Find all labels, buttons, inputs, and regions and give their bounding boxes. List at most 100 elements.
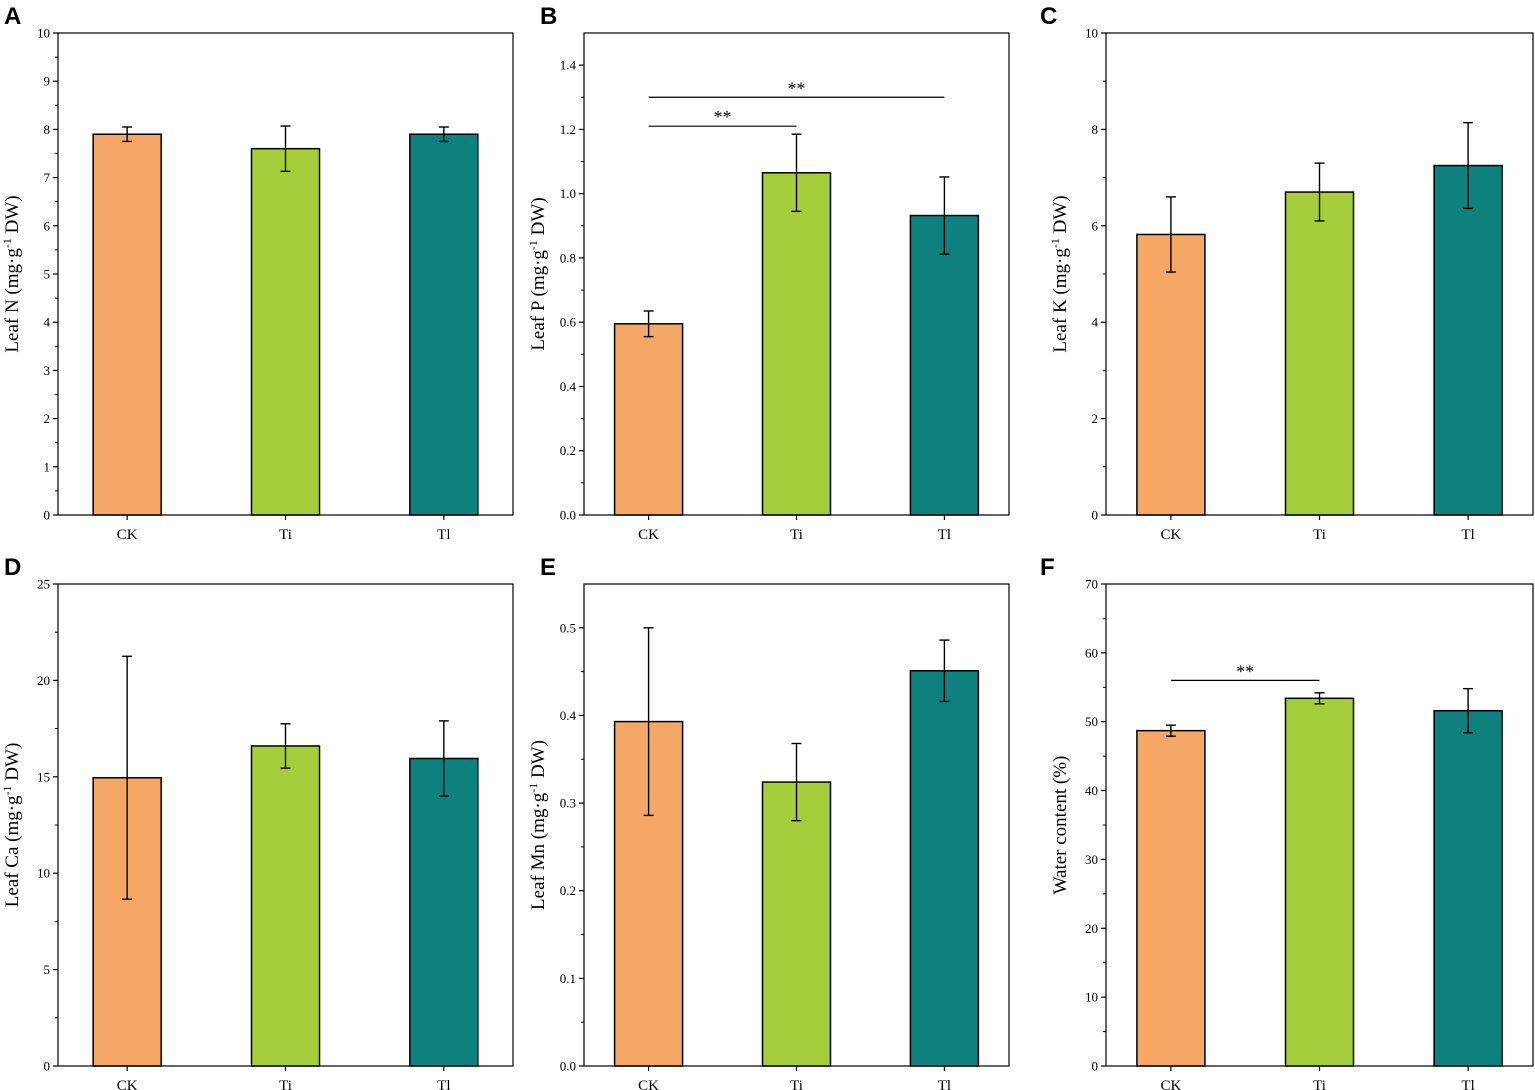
y-tick-label: 0 — [1092, 1059, 1099, 1074]
bar-ti — [761, 781, 832, 1067]
bar-ck — [1136, 729, 1206, 1067]
y-tick-label: 1.4 — [560, 58, 577, 73]
y-tick-label: 0.2 — [560, 443, 576, 458]
x-tick-label: Tl — [1461, 1078, 1474, 1090]
y-axis-label-main: Leaf P (mg·g — [528, 250, 549, 351]
y-tick-label: 0 — [44, 1059, 51, 1074]
x-tick-label: CK — [1160, 527, 1181, 543]
y-tick-label: 10 — [1085, 990, 1098, 1005]
bar-tl — [909, 214, 980, 516]
panel-d: D CK Ti Tl 0 5 10 15 20 25 Leaf Ca (mg·g-1 DW) — [0, 554, 514, 1090]
panel-c: C CK Ti Tl 0 2 4 6 8 10 Leaf K (mg·g-1 DW) — [1040, 3, 1534, 543]
y-tick-label: 20 — [1085, 921, 1098, 936]
y-axis-label-superscript: -1 — [526, 240, 540, 250]
y-tick-label: 6 — [1092, 218, 1099, 233]
plot-frame — [57, 32, 514, 516]
bar-tl — [909, 670, 980, 1067]
y-axis-label-superscript: -1 — [0, 785, 14, 795]
panel-letter: E — [540, 554, 556, 581]
y-axis-label-tail: DW) — [2, 743, 23, 786]
x-tick-label: Ti — [279, 527, 292, 543]
y-tick-label: 20 — [37, 673, 50, 688]
x-tick-label: CK — [117, 527, 138, 543]
x-tick-label: Ti — [1313, 1078, 1326, 1090]
bar-tl — [1433, 709, 1503, 1067]
bar-tl — [409, 757, 479, 1067]
panel-letter: C — [1040, 3, 1057, 30]
y-axis-label-tail: DW) — [2, 195, 23, 238]
plot-frame — [583, 583, 1010, 1067]
x-tick-label: CK — [117, 1078, 138, 1090]
y-tick-label: 2 — [44, 411, 51, 426]
y-tick-label: 1.0 — [560, 186, 576, 201]
y-axis-label-superscript: -1 — [0, 238, 14, 248]
x-tick-label: Tl — [938, 1078, 951, 1090]
y-tick-label: 10 — [37, 26, 50, 41]
bar-ti — [1284, 697, 1355, 1067]
y-tick-label: 0.2 — [560, 883, 576, 898]
y-axis-label: Leaf K (mg·g-1 DW) — [1048, 195, 1071, 352]
y-tick-label: 1.2 — [560, 122, 576, 137]
y-tick-label: 30 — [1085, 852, 1098, 867]
y-tick-label: 2 — [1092, 411, 1099, 426]
bar-ti — [250, 147, 321, 516]
y-axis-label: Leaf Mn (mg·g-1 DW) — [526, 740, 549, 910]
y-tick-label: 0.0 — [560, 508, 576, 523]
y-tick-label: 4 — [1092, 315, 1099, 330]
y-axis-label: Leaf Ca (mg·g-1 DW) — [0, 743, 23, 908]
panel-letter: D — [4, 554, 21, 581]
y-axis-label-main: Leaf Ca (mg·g — [2, 795, 23, 907]
y-axis-label-superscript: -1 — [1048, 238, 1062, 248]
y-tick-label: 9 — [44, 74, 51, 89]
y-tick-label: 50 — [1085, 714, 1098, 729]
y-tick-label: 0.3 — [560, 796, 576, 811]
x-tick-label: CK — [1160, 1078, 1181, 1090]
y-tick-label: 0.5 — [560, 620, 576, 635]
x-tick-label: Ti — [790, 1078, 803, 1090]
plot-frame — [1105, 583, 1534, 1067]
y-axis-label-tail: DW) — [528, 740, 549, 783]
panel-f: F CK Ti Tl 0 10 20 30 40 50 60 70 Water content (%) *… — [1040, 554, 1534, 1090]
significance-label: ** — [1236, 661, 1254, 681]
panel-letter: A — [4, 3, 21, 30]
plot-frame — [57, 583, 514, 1067]
x-tick-label: CK — [638, 1078, 659, 1090]
y-axis-label-superscript: -1 — [526, 783, 540, 793]
x-tick-label: Ti — [279, 1078, 292, 1090]
x-tick-label: Ti — [1313, 527, 1326, 543]
y-tick-label: 5 — [44, 267, 51, 282]
y-axis-label-main: Leaf Mn (mg·g — [528, 792, 549, 910]
y-tick-label: 10 — [1085, 26, 1098, 41]
y-tick-label: 60 — [1085, 645, 1098, 660]
y-tick-label: 8 — [1092, 122, 1099, 137]
x-tick-label: Tl — [437, 527, 450, 543]
bar-ti — [761, 172, 832, 516]
y-tick-label: 0.1 — [560, 971, 576, 986]
y-tick-label: 0 — [1092, 508, 1099, 523]
panel-b: B CK Ti Tl 0.0 0.2 0.4 0.6 0.8 1.0 1.2 1.4 Leaf P (m… — [526, 3, 1010, 543]
y-tick-label: 0 — [44, 508, 51, 523]
y-tick-label: 3 — [44, 363, 51, 378]
bar-tl — [1433, 164, 1503, 516]
y-axis-label: Water content (%) — [1050, 756, 1071, 895]
y-axis-label-main: Leaf N (mg·g — [2, 248, 23, 353]
x-tick-label: Tl — [1461, 527, 1474, 543]
bar-ck — [92, 133, 162, 516]
y-tick-label: 0.0 — [560, 1059, 576, 1074]
y-tick-label: 0.4 — [560, 379, 577, 394]
panel-e: E CK Ti Tl 0.0 0.1 0.2 0.3 0.4 0.5 Leaf Mn (mg·g-1… — [526, 554, 1010, 1090]
y-tick-label: 1 — [44, 459, 51, 474]
y-tick-label: 10 — [37, 866, 50, 881]
x-tick-label: Tl — [938, 527, 951, 543]
y-axis-label: Leaf N (mg·g-1 DW) — [0, 195, 23, 352]
y-tick-label: 4 — [44, 315, 51, 330]
bar-ti — [1284, 191, 1355, 516]
y-tick-label: 0.8 — [560, 250, 576, 265]
y-axis-label: Leaf P (mg·g-1 DW) — [526, 197, 549, 350]
significance-label: ** — [714, 107, 732, 127]
panel-letter: B — [540, 3, 557, 30]
panel-letter: F — [1040, 554, 1055, 581]
panel-a: A CK Ti Tl 0 1 2 3 4 5 6 7 8 9 10 Leaf N (mg·g-1 DW) — [0, 3, 514, 543]
y-tick-label: 0.6 — [560, 315, 577, 330]
